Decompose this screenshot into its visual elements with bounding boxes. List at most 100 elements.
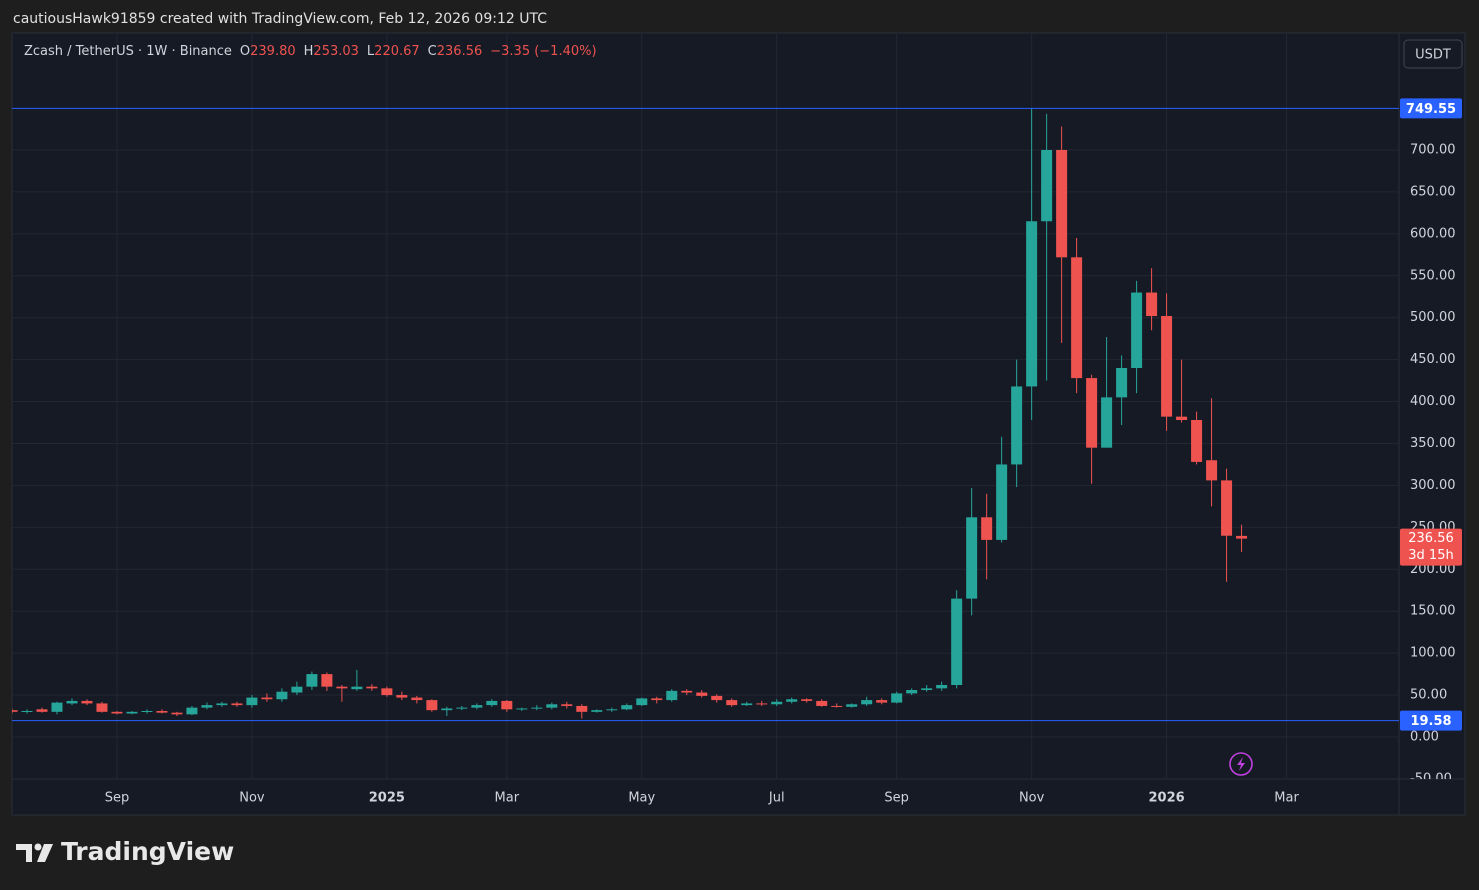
candle-body — [1236, 535, 1248, 539]
candle-body — [621, 705, 633, 710]
candle-body — [561, 704, 573, 706]
y-tick-label: 100.00 — [1410, 646, 1456, 661]
candle-body — [906, 690, 918, 694]
y-tick-label: 150.00 — [1410, 604, 1456, 619]
brand-name: TradingView — [61, 837, 234, 866]
candle-body — [891, 693, 903, 703]
countdown-label: 3d 15h — [1408, 548, 1453, 563]
candle-body — [81, 700, 93, 704]
candle-body — [606, 709, 618, 711]
candle-body — [12, 710, 18, 712]
candle-body — [501, 700, 513, 710]
candle-body — [66, 700, 78, 704]
candle-body — [966, 517, 978, 599]
candle-body — [1086, 378, 1098, 448]
x-tick-label: Sep — [884, 791, 909, 806]
y-tick-label: 700.00 — [1410, 142, 1456, 157]
candle-body — [951, 598, 963, 685]
ohlc-key: H — [303, 44, 314, 59]
candle-body — [681, 690, 693, 693]
x-tick-label: 2026 — [1148, 791, 1184, 806]
header-text: cautiousHawk91859 created with TradingVi… — [13, 11, 547, 27]
candle-body — [111, 711, 123, 714]
y-tick-label: 500.00 — [1410, 310, 1456, 325]
candle-body — [741, 703, 753, 706]
candle-body — [831, 705, 843, 707]
x-tick-label: May — [628, 791, 655, 806]
candle-body — [21, 710, 33, 712]
symbol-legend: Zcash / TetherUS · 1W · Binance O239.80 H2… — [24, 44, 597, 59]
ohlc-key: O — [239, 44, 251, 59]
x-tick-label: Mar — [495, 791, 520, 806]
price-line-label-box — [1400, 98, 1462, 119]
candle-body — [1101, 397, 1113, 448]
candle-body — [261, 697, 273, 700]
y-tick-label: 0.00 — [1410, 729, 1439, 744]
candle-body — [486, 700, 498, 706]
candle-body — [381, 688, 393, 696]
ohlc-value: 236.56 — [436, 44, 483, 59]
candle-body — [696, 692, 708, 696]
candle-body — [291, 686, 303, 693]
ohlc-key: C — [427, 44, 437, 59]
x-tick-label: Nov — [239, 791, 265, 806]
candle-body — [1056, 149, 1068, 258]
currency-button[interactable] — [1403, 39, 1463, 69]
currency-button-label[interactable]: USDT — [1415, 48, 1451, 63]
candle-body — [1161, 316, 1173, 417]
candle-body — [861, 700, 873, 705]
candle-body — [156, 710, 168, 713]
candle-body — [1041, 149, 1053, 222]
candle-body — [591, 710, 603, 712]
candle-body — [276, 691, 288, 700]
candle-body — [351, 686, 363, 690]
candle-body — [846, 704, 858, 707]
candle-body — [366, 686, 378, 689]
ohlc-key: L — [366, 44, 375, 59]
candle-body — [1071, 257, 1083, 379]
candle-body — [786, 699, 798, 702]
y-tick-label: 400.00 — [1410, 394, 1456, 409]
candle-body — [546, 704, 558, 708]
candle-body — [216, 703, 228, 706]
candle-body — [1221, 480, 1233, 536]
change-value: −3.35 (−1.40%) — [490, 44, 597, 59]
candle-body — [996, 464, 1008, 540]
candle-body — [1191, 420, 1203, 462]
icon-circle[interactable] — [1229, 752, 1253, 776]
candle-body — [636, 698, 648, 706]
x-tick-label: Sep — [105, 791, 130, 806]
candle-body — [801, 699, 813, 701]
y-tick-label: 50.00 — [1410, 688, 1447, 703]
candle-body — [306, 674, 318, 687]
candle-body — [921, 688, 933, 691]
last-price-box — [1400, 528, 1462, 566]
ohlc-value: 253.03 — [313, 44, 359, 59]
candle-body — [1116, 368, 1128, 398]
candle-body — [516, 708, 528, 710]
ohlc-value: 239.80 — [250, 44, 296, 59]
brand-logo — [16, 843, 53, 862]
candle-body — [726, 700, 738, 706]
candle-body — [711, 695, 723, 701]
candle-body — [981, 517, 993, 540]
lightning-icon[interactable] — [1229, 752, 1253, 776]
candle-body — [36, 709, 48, 712]
candle-body — [336, 686, 348, 689]
candle-body — [1011, 386, 1023, 465]
icon-bolt[interactable] — [1237, 757, 1245, 771]
candle-body — [936, 684, 948, 689]
candle-body — [576, 705, 588, 712]
y-tick-label: 650.00 — [1410, 184, 1456, 199]
y-tick-label: 300.00 — [1410, 478, 1456, 493]
logo-mark — [37, 844, 53, 862]
candle-body — [1026, 221, 1038, 387]
candle-body — [816, 700, 828, 706]
x-tick-label: Nov — [1019, 791, 1045, 806]
candle-body — [531, 707, 543, 709]
candle-body — [96, 703, 108, 712]
candle-body — [321, 674, 333, 687]
candle-body — [471, 705, 483, 708]
candle-body — [396, 695, 408, 698]
